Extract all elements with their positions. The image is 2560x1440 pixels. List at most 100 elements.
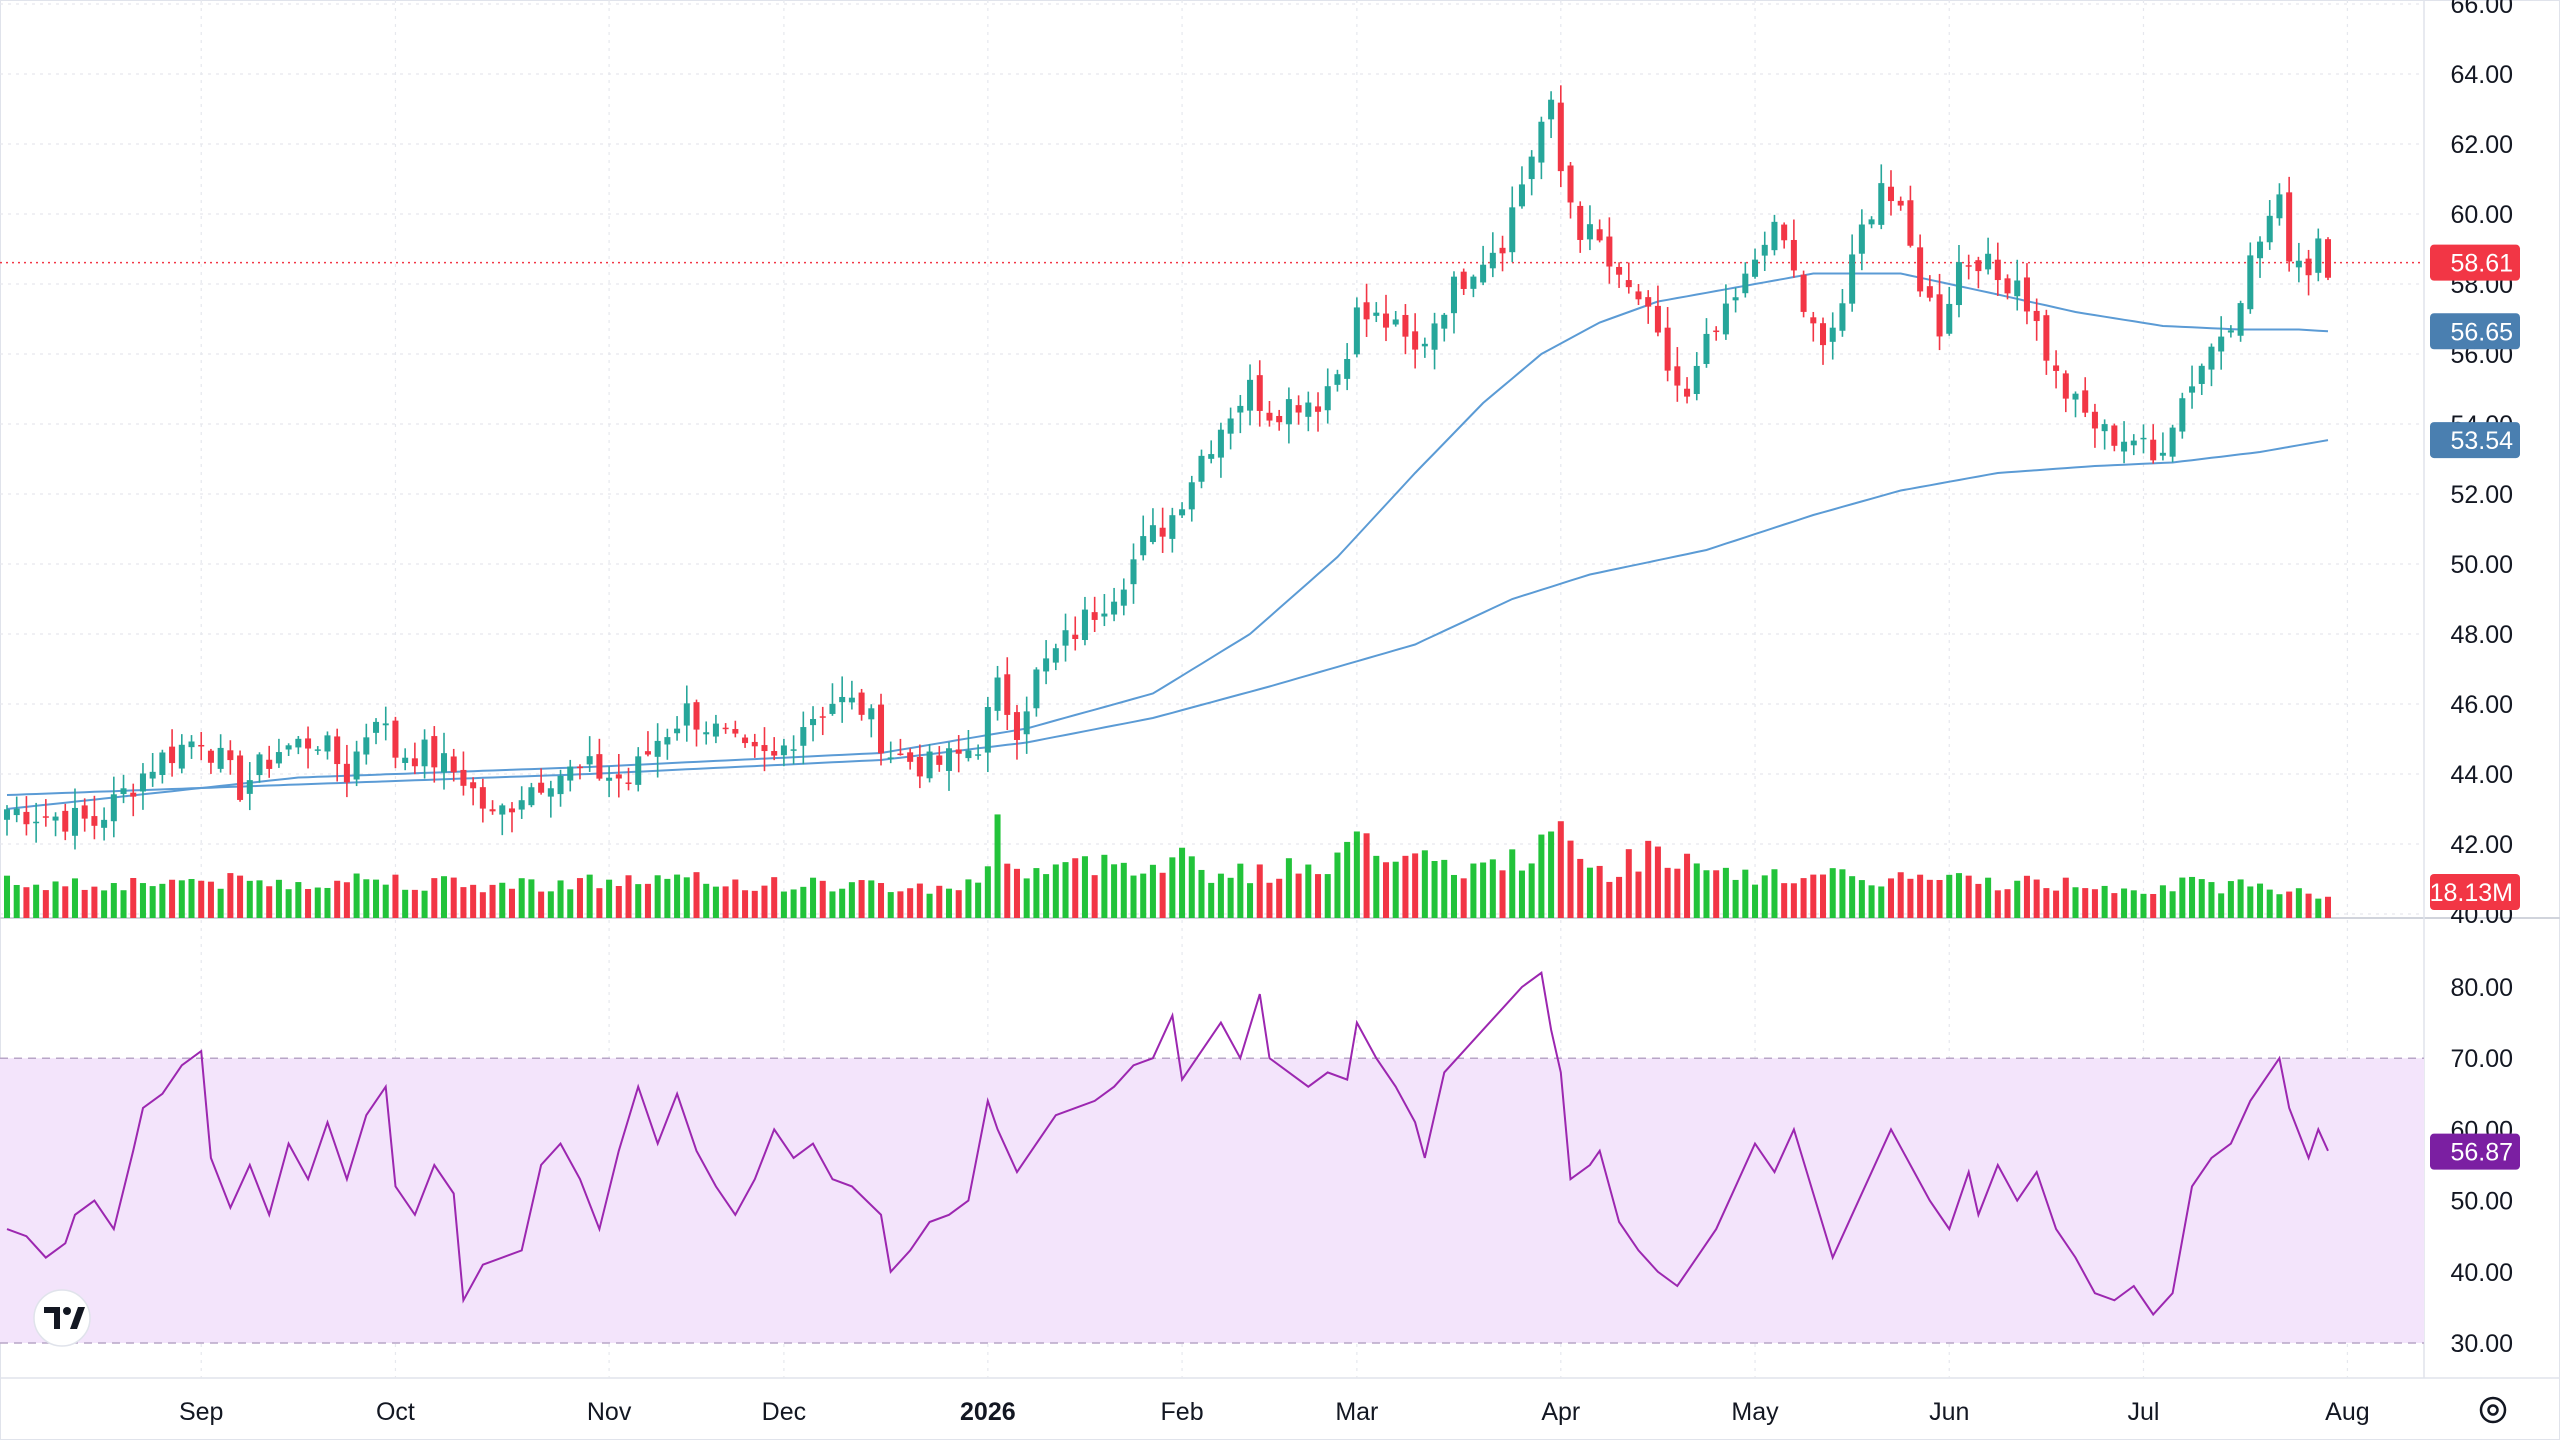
- volume-bar: [897, 891, 904, 918]
- volume-bar: [382, 884, 389, 918]
- candle-body: [1858, 224, 1865, 254]
- volume-bar: [1188, 856, 1195, 918]
- candle-body: [2266, 215, 2273, 243]
- candle-body: [2257, 241, 2264, 259]
- volume-bar: [1480, 862, 1487, 918]
- candle-body: [246, 780, 253, 794]
- volume-bar: [1645, 840, 1652, 918]
- candle-body: [586, 756, 593, 765]
- volume-bar: [33, 884, 40, 918]
- volume-bar: [489, 884, 496, 918]
- volume-bar: [23, 887, 30, 918]
- volume-bar: [722, 886, 729, 918]
- candle-body: [508, 808, 515, 813]
- candle-body: [1693, 365, 1700, 394]
- price-tick-label: 62.00: [2450, 131, 2513, 159]
- candle-body: [1868, 219, 1875, 225]
- candle-body: [1324, 386, 1331, 411]
- volume-bar: [800, 886, 807, 918]
- volume-bar: [1946, 874, 1953, 918]
- volume-bar: [227, 873, 234, 918]
- candle-body: [2305, 258, 2312, 276]
- candle-body: [1081, 609, 1088, 641]
- candle-body: [431, 736, 438, 768]
- volume-bar: [2062, 877, 2069, 918]
- volume-bar: [965, 879, 972, 918]
- candle-body: [1315, 406, 1322, 412]
- time-tick-label: Sep: [179, 1398, 223, 1426]
- volume-bar: [829, 891, 836, 918]
- candle-body: [460, 769, 467, 786]
- volume-bar: [887, 892, 894, 918]
- volume-bar: [334, 880, 341, 918]
- candle-body: [2189, 386, 2196, 393]
- candle-body: [1878, 183, 1885, 225]
- candle-body: [1412, 331, 1419, 350]
- candle-body: [2101, 424, 2108, 432]
- candle-body: [207, 750, 214, 763]
- volume-bar: [1217, 873, 1224, 918]
- volume-bar: [479, 892, 486, 918]
- candle-body: [848, 697, 855, 703]
- candle-body: [1761, 244, 1768, 256]
- volume-bar: [1179, 847, 1186, 918]
- candle-body: [2159, 452, 2166, 456]
- volume-bar: [567, 889, 574, 918]
- candle-body: [576, 766, 583, 769]
- candle-body: [2062, 373, 2069, 399]
- volume-bar: [1887, 878, 1895, 918]
- candle-body: [1606, 236, 1613, 267]
- candle-body: [1577, 205, 1584, 240]
- volume-bar: [1528, 863, 1535, 918]
- time-tick-label: Apr: [1541, 1398, 1580, 1426]
- price-axis[interactable]: 66.0064.0062.0060.0058.0056.0054.0052.00…: [2450, 0, 2513, 929]
- candle-body: [547, 788, 554, 797]
- price-badges: 58.61 56.65 53.54 18.13M 56.87: [2430, 244, 2520, 1170]
- candle-body: [489, 809, 496, 812]
- rsi-badge: 56.87: [2430, 1133, 2520, 1170]
- volume-bar: [2237, 879, 2244, 918]
- volume-bar: [1198, 869, 1205, 918]
- candle-body: [1625, 280, 1632, 288]
- volume-bar: [62, 886, 69, 918]
- candle-body: [2247, 255, 2254, 310]
- candle-body: [101, 819, 108, 828]
- candle-body: [2315, 238, 2322, 273]
- tradingview-logo-icon[interactable]: [33, 1289, 91, 1347]
- volume-bar: [1276, 878, 1283, 918]
- volume-bar: [945, 888, 953, 918]
- volume-bar: [246, 880, 253, 918]
- candle-body: [1849, 254, 1856, 304]
- candle-body: [169, 746, 176, 764]
- settings-gear-icon[interactable]: [2479, 1396, 2507, 1424]
- candle-body: [1382, 313, 1390, 328]
- volume-bar: [2043, 888, 2050, 918]
- volume-bar: [1111, 864, 1118, 918]
- volume-bar: [2169, 891, 2176, 918]
- volume-bar: [1149, 864, 1156, 918]
- candle-body: [2121, 441, 2128, 452]
- candle-body: [1140, 536, 1147, 556]
- volume-bar: [1431, 861, 1438, 918]
- candle-body: [538, 782, 545, 793]
- volume-bar: [1402, 855, 1409, 918]
- volume-bar: [1081, 856, 1088, 918]
- candle-body: [1955, 262, 1962, 306]
- candle-body: [353, 751, 360, 780]
- time-tick-label: Aug: [2325, 1398, 2369, 1426]
- candle-body: [1334, 374, 1341, 385]
- price-tick-label: 46.00: [2450, 691, 2513, 719]
- volume-bar: [120, 890, 127, 918]
- candle-body: [295, 738, 302, 748]
- candle-body: [2286, 192, 2293, 262]
- candle-body: [1829, 327, 1836, 342]
- volume-bar: [1829, 868, 1836, 918]
- volume-bar: [2295, 888, 2302, 918]
- candle-body: [654, 740, 661, 757]
- candle-body: [878, 704, 885, 754]
- time-axis[interactable]: Sep Oct Nov Dec 2026 Feb Mar Apr May Jun Jul Aug: [179, 1398, 2370, 1426]
- volume-bar: [1800, 878, 1807, 918]
- candle-body: [450, 756, 457, 773]
- volume-bar: [353, 873, 360, 918]
